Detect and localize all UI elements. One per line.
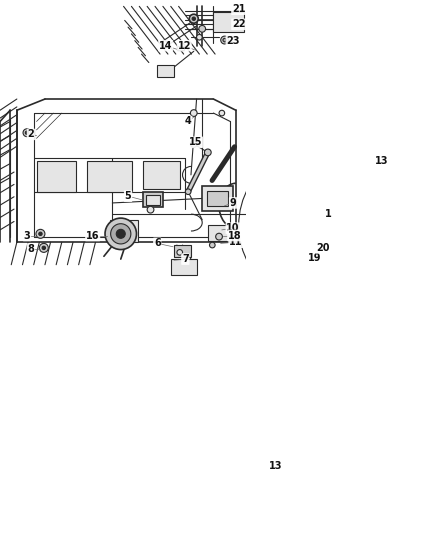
Text: 4: 4 xyxy=(185,117,191,126)
Text: 23: 23 xyxy=(226,36,240,46)
Bar xyxy=(207,191,228,206)
Bar xyxy=(143,192,163,207)
Text: 10: 10 xyxy=(226,223,240,233)
Circle shape xyxy=(147,206,154,213)
Circle shape xyxy=(189,14,198,23)
Circle shape xyxy=(221,36,229,44)
Text: 5: 5 xyxy=(125,191,131,201)
Bar xyxy=(208,225,230,241)
Text: 19: 19 xyxy=(308,253,321,263)
Bar xyxy=(143,161,180,189)
Circle shape xyxy=(209,243,215,248)
Text: 7: 7 xyxy=(182,254,189,264)
Text: 13: 13 xyxy=(375,156,389,166)
Text: 12: 12 xyxy=(177,41,191,51)
Circle shape xyxy=(25,131,28,134)
Circle shape xyxy=(215,233,223,240)
Circle shape xyxy=(191,141,197,147)
Bar xyxy=(171,259,197,275)
Bar xyxy=(174,245,191,257)
Bar xyxy=(110,220,138,243)
Text: 16: 16 xyxy=(86,230,99,240)
Circle shape xyxy=(177,249,183,255)
Circle shape xyxy=(199,26,205,32)
Circle shape xyxy=(105,218,137,249)
Text: 21: 21 xyxy=(232,4,245,14)
Text: 1: 1 xyxy=(325,209,332,219)
Bar xyxy=(87,161,132,192)
Text: 2: 2 xyxy=(28,130,34,140)
Text: 15: 15 xyxy=(189,138,202,147)
Circle shape xyxy=(197,35,202,40)
Circle shape xyxy=(42,246,46,249)
Circle shape xyxy=(111,224,131,244)
Text: 22: 22 xyxy=(232,19,245,29)
Circle shape xyxy=(192,17,195,20)
Text: 14: 14 xyxy=(159,41,173,51)
Circle shape xyxy=(39,232,42,236)
Text: 13: 13 xyxy=(268,461,282,471)
Bar xyxy=(146,195,160,205)
Circle shape xyxy=(116,229,125,238)
Circle shape xyxy=(223,38,226,42)
Bar xyxy=(357,272,367,277)
Bar xyxy=(374,277,384,281)
Text: 6: 6 xyxy=(154,238,161,248)
Circle shape xyxy=(316,255,324,263)
Circle shape xyxy=(23,129,31,136)
Bar xyxy=(157,66,174,77)
Bar xyxy=(213,12,244,31)
Text: 11: 11 xyxy=(229,237,243,247)
Text: 3: 3 xyxy=(24,230,30,240)
Circle shape xyxy=(185,189,191,195)
Text: 18: 18 xyxy=(228,230,242,240)
Bar xyxy=(36,161,76,192)
Bar xyxy=(202,186,233,212)
Circle shape xyxy=(205,149,211,156)
Text: 9: 9 xyxy=(230,198,237,208)
Circle shape xyxy=(191,110,197,116)
Bar xyxy=(177,46,184,50)
Bar xyxy=(320,248,332,258)
Circle shape xyxy=(36,229,45,238)
Text: 20: 20 xyxy=(316,243,330,253)
Text: 8: 8 xyxy=(28,244,34,254)
Circle shape xyxy=(219,110,225,116)
Circle shape xyxy=(39,244,48,252)
Bar xyxy=(340,268,350,272)
